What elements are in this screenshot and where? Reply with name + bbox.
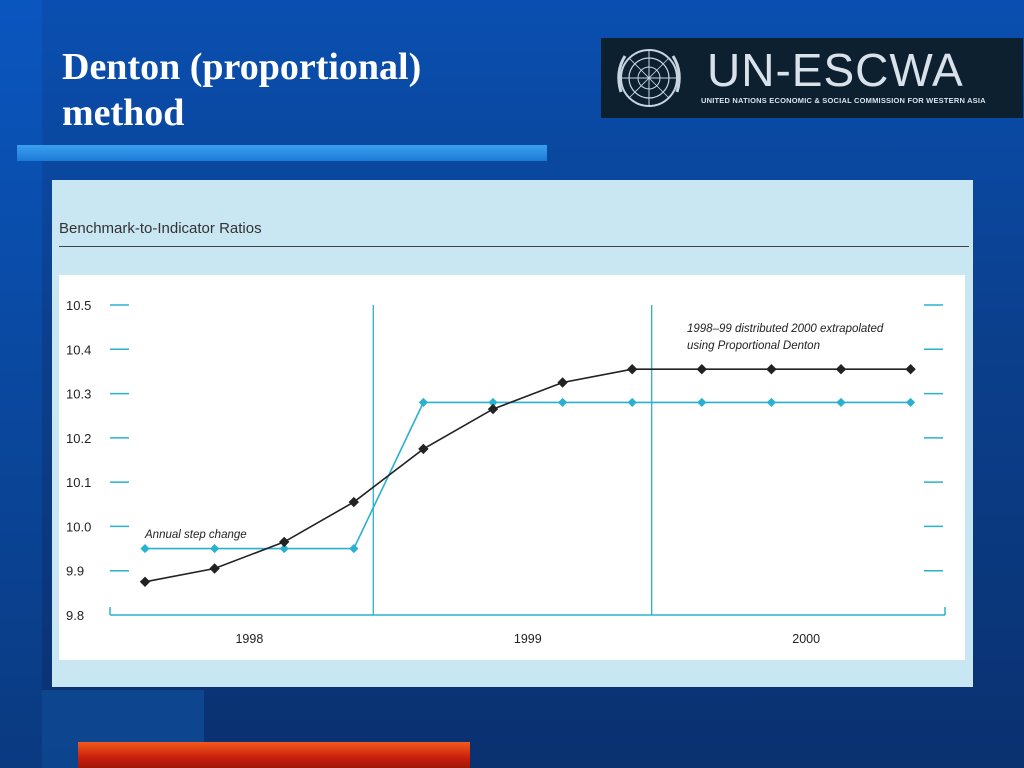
data-point-step <box>906 397 916 408</box>
data-point-step <box>488 397 498 408</box>
left-decor-strip <box>0 0 42 768</box>
y-tick-label: 10.3 <box>66 387 91 402</box>
data-point-denton <box>348 496 359 508</box>
data-point-step <box>627 397 637 408</box>
logo-subtitle: UNITED NATIONS ECONOMIC & SOCIAL COMMISS… <box>701 96 986 105</box>
data-point-denton <box>557 377 568 388</box>
data-point-step <box>418 397 428 408</box>
bottom-accent-bar <box>78 742 470 768</box>
data-point-denton <box>487 403 499 415</box>
x-year-label: 1998 <box>235 632 263 646</box>
data-point-denton <box>209 563 220 574</box>
chart-svg: 10.5 10.4 10.3 10.2 10.1 10.0 9.9 9.8 1998 1999 20… <box>66 298 946 646</box>
plot-area: 10.5 10.4 10.3 10.2 10.1 10.0 9.9 9.8 1998 1999 20… <box>59 275 965 660</box>
logo-wordmark: UN-ESCWA <box>707 44 964 96</box>
x-year-label: 2000 <box>792 632 820 646</box>
data-point-step <box>210 543 220 554</box>
un-emblem-icon <box>617 49 681 107</box>
slide-title-line1: Denton (proportional) <box>62 46 422 88</box>
data-point-denton <box>139 576 151 587</box>
data-point-denton <box>418 443 429 455</box>
data-point-denton <box>279 536 290 548</box>
data-point-step <box>766 397 776 408</box>
y-tick-label: 9.8 <box>66 608 84 623</box>
y-tick-label: 10.2 <box>66 431 91 446</box>
title-underline-bar <box>17 145 547 161</box>
chart-title-rule <box>59 246 969 247</box>
y-tick-label: 10.5 <box>66 298 91 313</box>
y-tick-label: 9.9 <box>66 564 84 579</box>
data-point-step <box>349 543 359 554</box>
slide-title: Denton (proportional) method <box>62 44 532 136</box>
data-point-step <box>697 397 707 408</box>
data-point-denton <box>696 364 707 375</box>
chart-frame: Benchmark-to-Indicator Ratios 10.5 10.4 10… <box>52 180 973 687</box>
annotation-step-change: Annual step change <box>144 529 247 541</box>
slide-title-line2: method <box>62 92 185 134</box>
data-point-denton <box>766 364 777 375</box>
data-point-step <box>279 543 289 554</box>
y-tick-label: 10.4 <box>66 342 91 357</box>
data-point-denton <box>627 364 638 375</box>
annotation-denton-line1: 1998–99 distributed 2000 extrapolated <box>687 323 884 335</box>
data-point-step <box>836 397 846 408</box>
data-point-denton <box>835 364 847 375</box>
x-year-label: 1999 <box>514 632 542 646</box>
un-escwa-logo: UN-ESCWA UNITED NATIONS ECONOMIC & SOCIA… <box>601 38 1023 118</box>
data-point-denton <box>905 364 916 375</box>
chart-title: Benchmark-to-Indicator Ratios <box>59 220 262 237</box>
annotation-denton-line2: using Proportional Denton <box>687 340 820 352</box>
series-line-denton <box>144 368 911 583</box>
y-tick-label: 10.0 <box>66 519 91 534</box>
y-tick-label: 10.1 <box>66 475 91 490</box>
data-point-step <box>558 397 568 408</box>
data-point-step <box>140 543 150 554</box>
series-line-step <box>145 401 911 550</box>
